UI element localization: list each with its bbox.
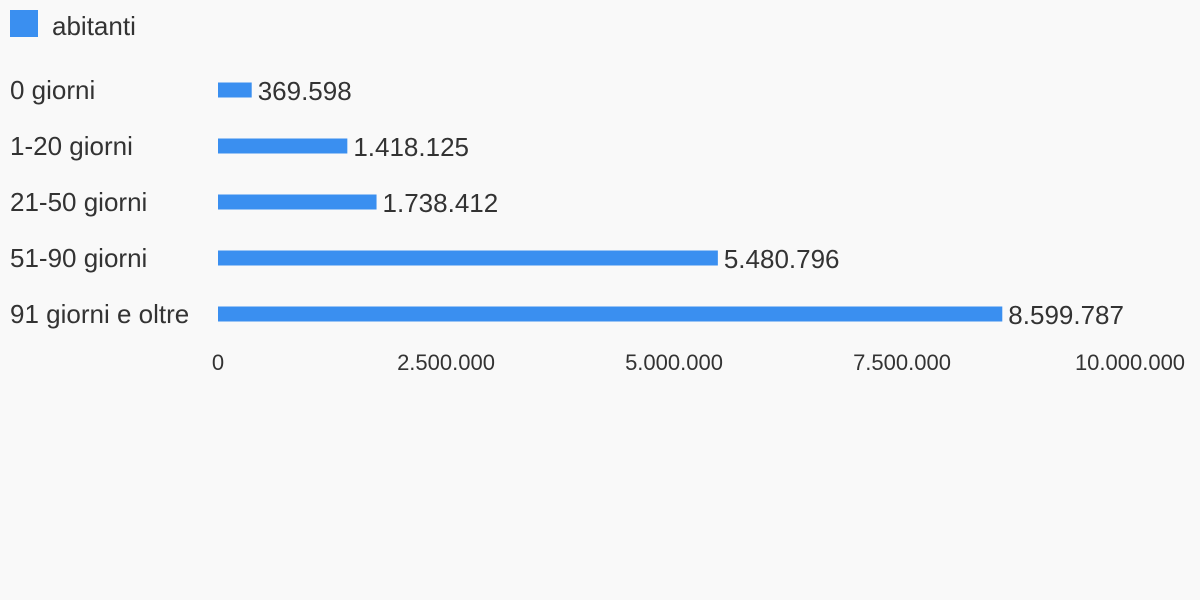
bar xyxy=(218,306,1003,322)
bar xyxy=(218,138,348,154)
x-tick-label: 10.000.000 xyxy=(1075,350,1185,375)
bars xyxy=(218,82,1003,322)
legend: abitanti xyxy=(10,10,136,41)
x-tick-label: 0 xyxy=(212,350,224,375)
category-labels: 0 giorni 1-20 giorni 21-50 giorni 51-90 gio… xyxy=(10,75,189,329)
data-label: 1.738.412 xyxy=(383,188,499,218)
category-label: 91 giorni e oltre xyxy=(10,299,189,329)
legend-swatch xyxy=(10,10,38,37)
bar xyxy=(218,194,377,210)
x-tick-label: 5.000.000 xyxy=(625,350,723,375)
data-label: 5.480.796 xyxy=(724,244,840,274)
bar xyxy=(218,250,718,266)
legend-label: abitanti xyxy=(52,11,136,41)
category-label: 21-50 giorni xyxy=(10,187,147,217)
category-label: 51-90 giorni xyxy=(10,243,147,273)
data-label: 369.598 xyxy=(258,76,352,106)
category-label: 1-20 giorni xyxy=(10,131,133,161)
category-label: 0 giorni xyxy=(10,75,95,105)
data-label: 8.599.787 xyxy=(1008,300,1124,330)
x-tick-label: 2.500.000 xyxy=(397,350,495,375)
x-axis-ticks: 0 2.500.000 5.000.000 7.500.000 10.000.000 xyxy=(212,350,1185,375)
data-label: 1.418.125 xyxy=(353,132,469,162)
bar xyxy=(218,82,252,98)
x-tick-label: 7.500.000 xyxy=(853,350,951,375)
